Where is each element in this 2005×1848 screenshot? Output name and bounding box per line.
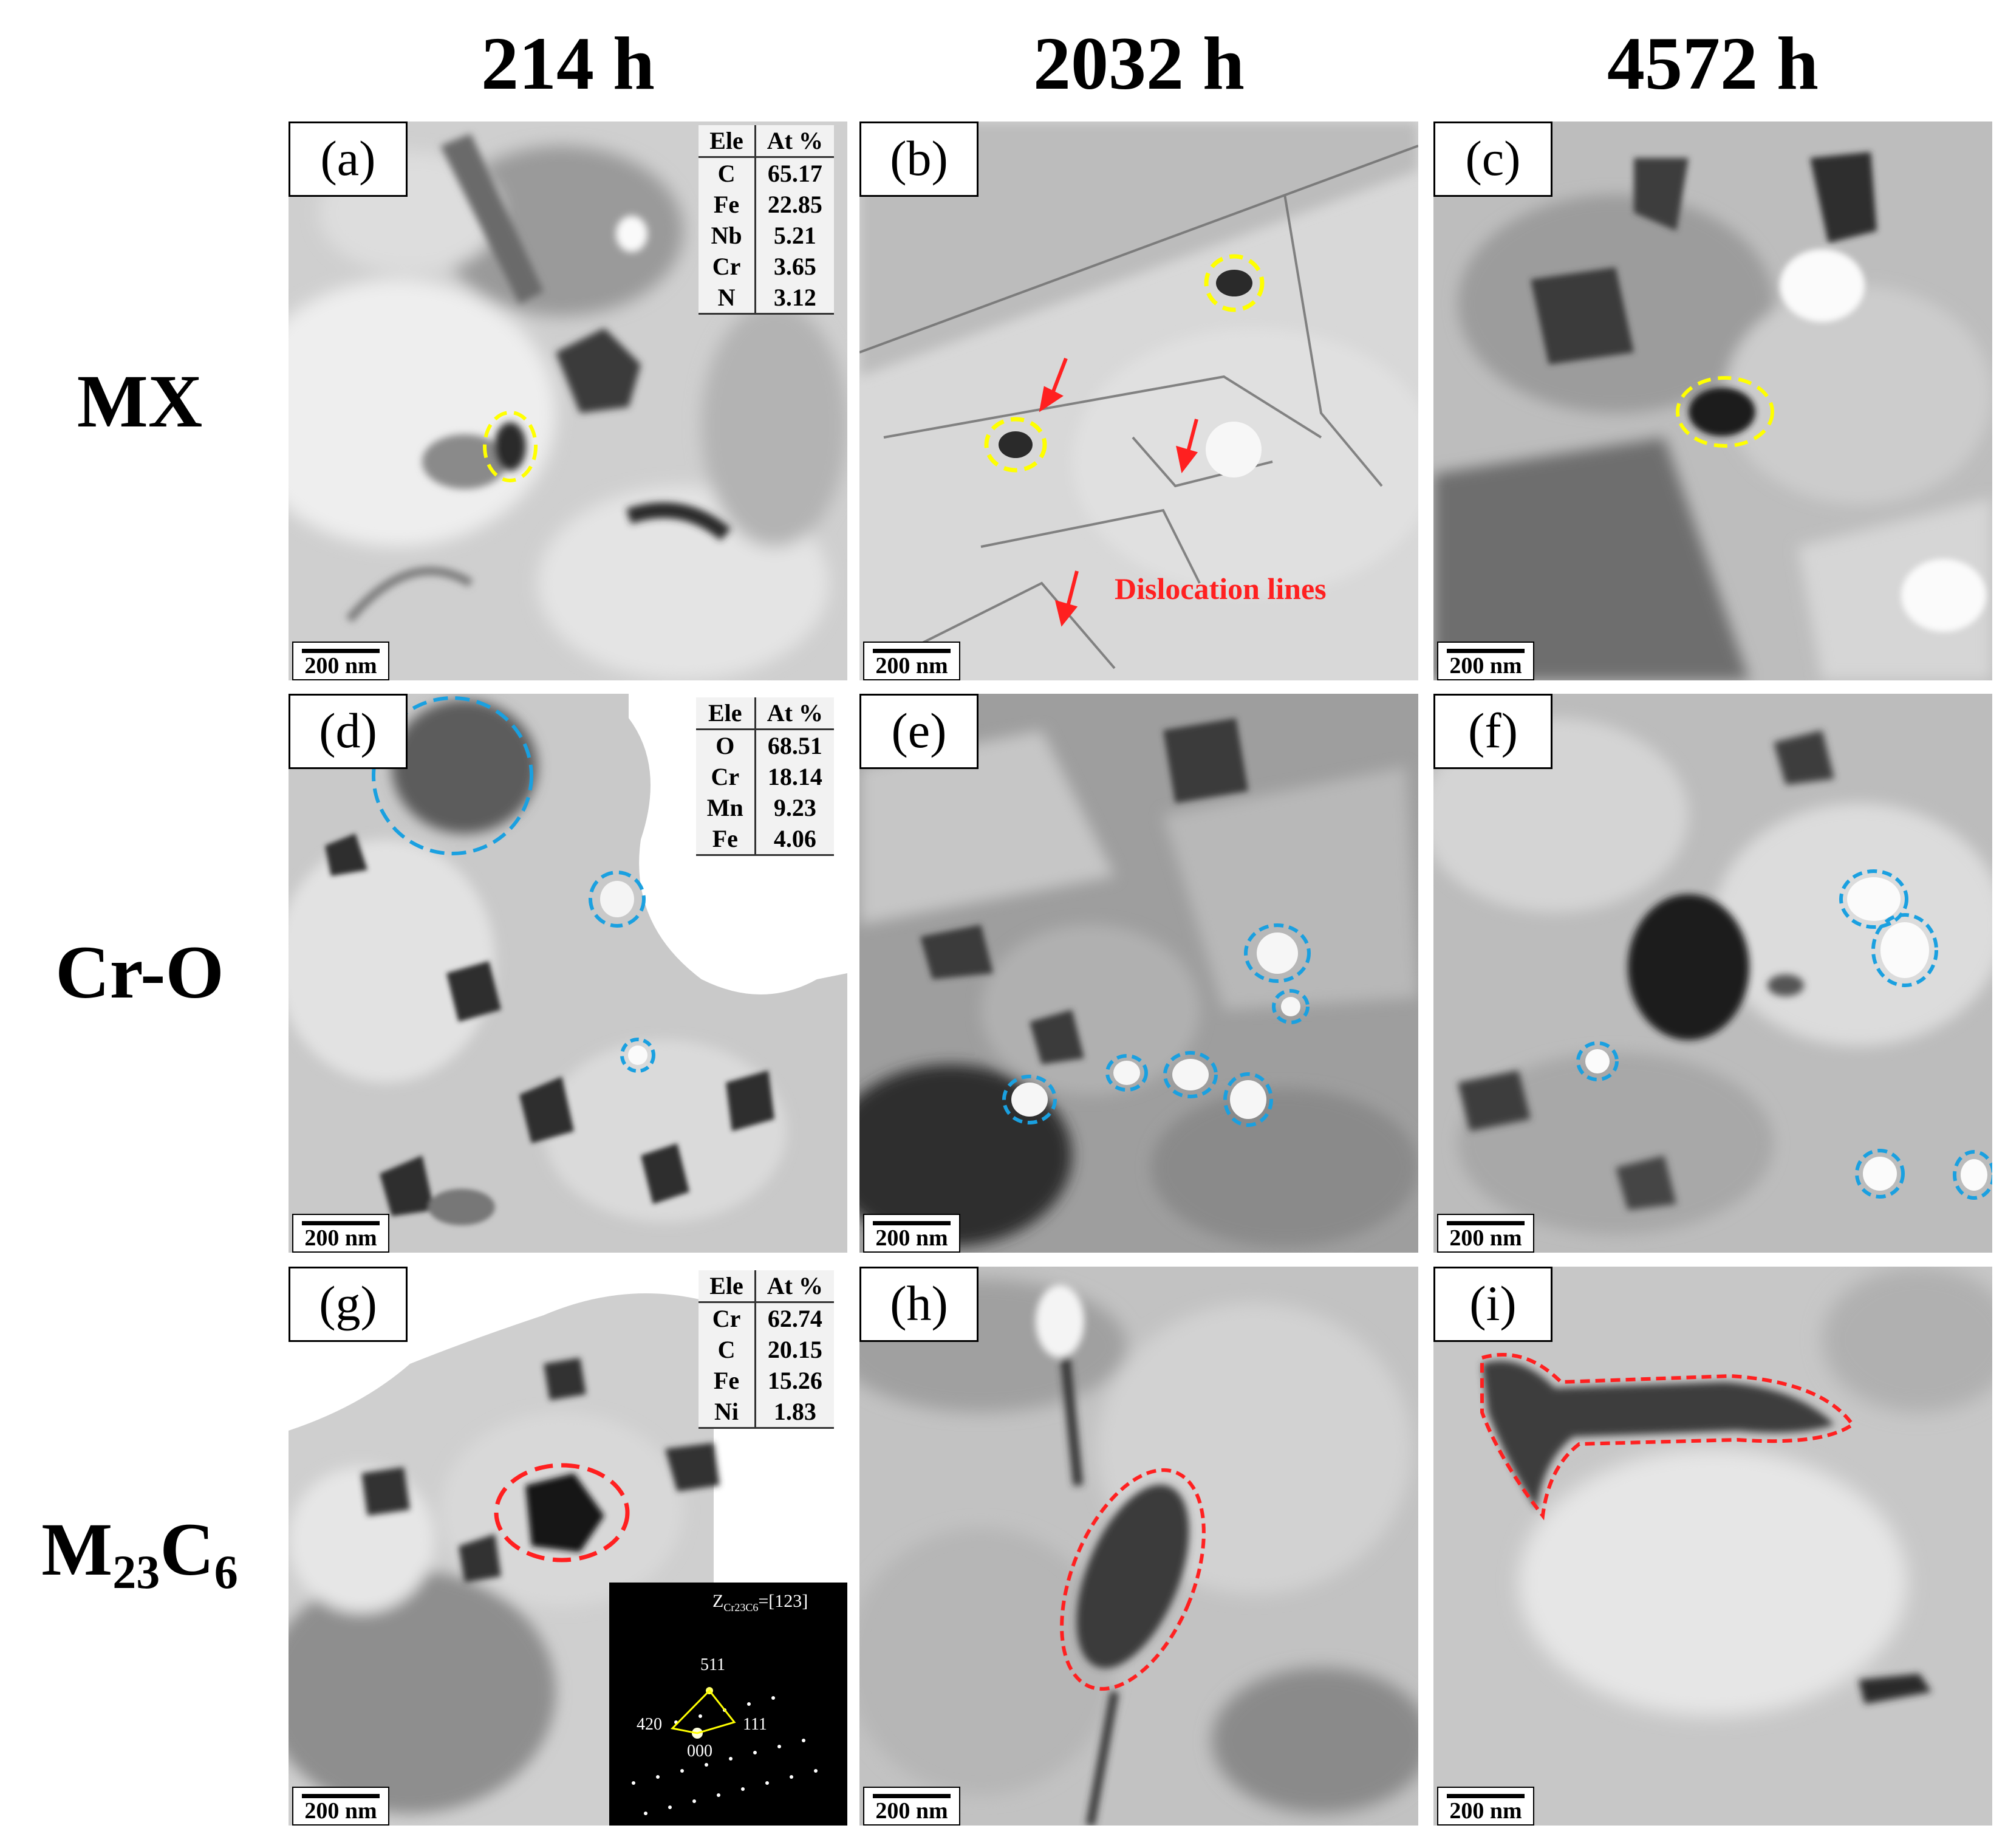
spot-label: 420: [637, 1715, 662, 1734]
panel-b: Dislocation lines (b) 200 nm: [859, 121, 1418, 680]
tem-micrograph-e: [859, 694, 1418, 1253]
cr-o-marker: [620, 1038, 655, 1073]
cr-o-marker: [1576, 869, 1992, 1200]
scale-bar-d: 200 nm: [292, 1214, 389, 1253]
panel-label-h: (h): [859, 1267, 979, 1342]
saed-pattern: ZCr23C6=[123] 511 420 111 000: [609, 1583, 847, 1826]
panel-d: Ele At % O 68.51 Cr 18.14 Mn 9.23 Fe 4.06 (d)…: [289, 694, 847, 1253]
panel-g: Ele At % Cr 62.74 C 20.15 Fe 15.26 Ni 1.83 ZC…: [289, 1267, 847, 1826]
scale-bar-f: 200 nm: [1437, 1214, 1534, 1253]
tem-micrograph-c: [1433, 121, 1992, 680]
panel-label-g: (g): [289, 1267, 408, 1342]
panel-label-c: (c): [1433, 121, 1552, 197]
column-heading-4572h: 4572 h: [1607, 22, 1819, 105]
mx-marker: [1676, 376, 1774, 448]
scale-bar-b: 200 nm: [863, 642, 960, 680]
panel-label-i: (i): [1433, 1267, 1552, 1342]
annotation-dislocation-lines: Dislocation lines: [1115, 572, 1327, 606]
composition-table-g: Ele At % Cr 62.74 C 20.15 Fe 15.26 Ni 1.83: [699, 1270, 834, 1429]
column-heading-214h: 214 h: [481, 22, 655, 105]
composition-table-a: Ele At % C 65.17 Fe 22.85 Nb 5.21 Cr 3.65 N 3.…: [699, 125, 834, 315]
spot-label: 000: [687, 1742, 712, 1761]
cr-o-marker: [372, 696, 533, 855]
tem-micrograph-b: [859, 121, 1418, 680]
cr-o-marker: [1002, 923, 1311, 1127]
panel-label-e: (e): [859, 694, 979, 769]
row-heading-cr-o: Cr-O: [55, 931, 224, 1014]
scale-bar-h: 200 nm: [863, 1787, 960, 1826]
panel-h: (h) 200 nm: [859, 1267, 1418, 1826]
scale-bar-i: 200 nm: [1437, 1787, 1534, 1826]
m23c6-marker: [1480, 1353, 1856, 1521]
row-heading-mx: MX: [77, 360, 203, 443]
panel-e: (e) 200 nm: [859, 694, 1418, 1253]
panel-label-f: (f): [1433, 694, 1552, 769]
diffraction-spots: [632, 1687, 818, 1815]
panel-i: (i) 200 nm: [1433, 1267, 1992, 1826]
panel-label-d: (d): [289, 694, 408, 769]
arrow-icon: [1039, 357, 1198, 627]
zone-axis-label: ZCr23C6=[123]: [712, 1591, 808, 1614]
scale-bar-e: 200 nm: [863, 1214, 960, 1253]
panel-a: Ele At % C 65.17 Fe 22.85 Nb 5.21 Cr 3.65 N 3.…: [289, 121, 847, 680]
cr-o-marker: [589, 871, 646, 928]
mx-marker: [1204, 254, 1265, 312]
mx-marker: [984, 417, 1047, 473]
m23c6-marker: [1060, 1468, 1206, 1691]
panel-f: (f) 200 nm: [1433, 694, 1992, 1253]
panel-label-a: (a): [289, 121, 408, 197]
scale-bar-c: 200 nm: [1437, 642, 1534, 680]
tem-micrograph-g: [289, 1267, 847, 1826]
panel-label-b: (b): [859, 121, 979, 197]
panel-c: (c) 200 nm: [1433, 121, 1992, 680]
scale-bar-g: 200 nm: [292, 1787, 389, 1826]
tem-micrograph-d: [289, 694, 847, 1253]
mx-marker: [483, 411, 538, 482]
composition-table-d: Ele At % O 68.51 Cr 18.14 Mn 9.23 Fe 4.06: [695, 697, 834, 856]
tem-micrograph-h: [859, 1267, 1418, 1826]
scale-bar-a: 200 nm: [292, 642, 389, 680]
column-heading-2032h: 2032 h: [1033, 22, 1245, 105]
tem-micrograph-i: [1433, 1267, 1992, 1826]
tem-micrograph-f: [1433, 694, 1992, 1253]
row-heading-m23c6: M23C6: [41, 1508, 238, 1598]
m23c6-marker: [494, 1463, 630, 1562]
spot-label: 111: [743, 1715, 767, 1734]
spot-label: 511: [700, 1655, 725, 1674]
